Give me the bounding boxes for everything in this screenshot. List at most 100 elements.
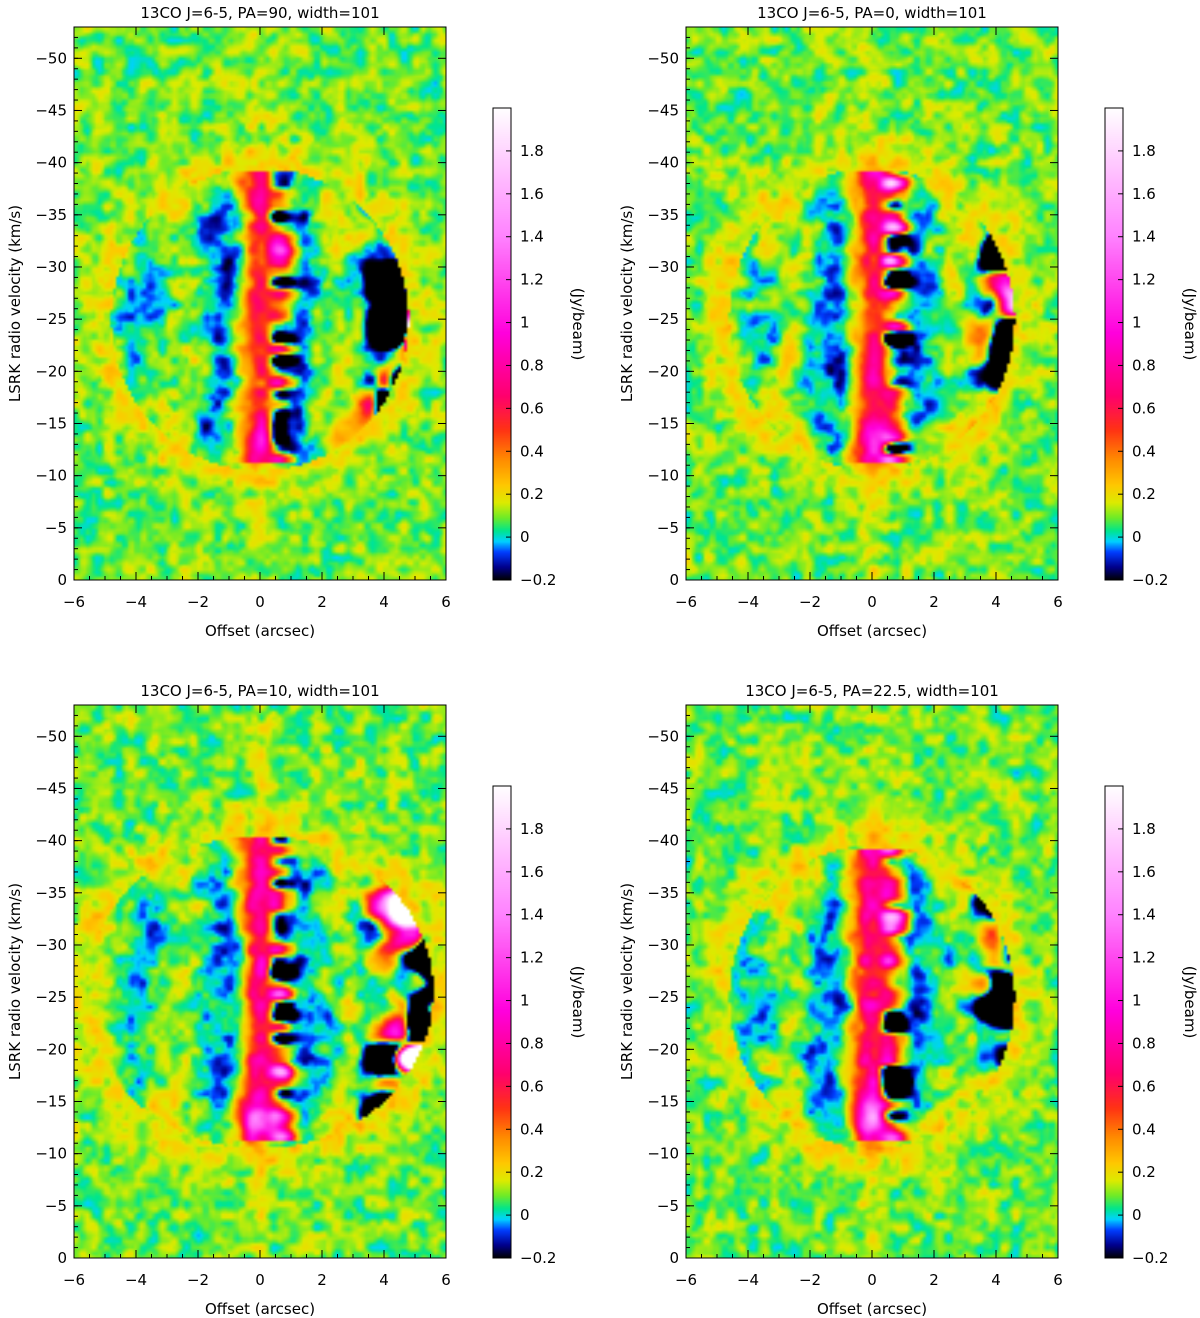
pv-heatmap bbox=[686, 27, 1058, 580]
x-tick-label: −2 bbox=[187, 593, 209, 611]
colorbar-tick-label: 0.8 bbox=[1132, 1034, 1156, 1052]
colorbar-tick-label: 1.4 bbox=[1132, 906, 1156, 924]
colorbar-tick-label: 1 bbox=[520, 314, 530, 332]
y-tick-label: −40 bbox=[647, 832, 679, 850]
x-tick-label: 6 bbox=[1053, 593, 1063, 611]
y-tick-label: −45 bbox=[35, 779, 67, 797]
panel-title: 13CO J=6-5, PA=22.5, width=101 bbox=[745, 682, 999, 700]
y-tick-label: −5 bbox=[45, 519, 67, 537]
colorbar-tick-label: 1 bbox=[520, 992, 530, 1010]
x-axis-label: Offset (arcsec) bbox=[205, 622, 315, 640]
x-tick-label: −6 bbox=[675, 1271, 697, 1289]
y-tick-label: −50 bbox=[647, 727, 679, 745]
y-tick-label: 0 bbox=[57, 1249, 67, 1267]
y-tick-label: −40 bbox=[35, 832, 67, 850]
x-tick-label: 0 bbox=[867, 1271, 877, 1289]
y-tick-label: −5 bbox=[45, 1197, 67, 1215]
colorbar-tick-label: −0.2 bbox=[1132, 571, 1168, 589]
colorbar-tick-label: 0.2 bbox=[520, 485, 544, 503]
panel-title: 13CO J=6-5, PA=0, width=101 bbox=[757, 4, 987, 22]
colorbar-tick-label: 1.2 bbox=[520, 271, 544, 289]
y-tick-label: 0 bbox=[669, 1249, 679, 1267]
colorbar bbox=[493, 786, 511, 1258]
x-tick-label: 6 bbox=[441, 593, 451, 611]
y-tick-label: −20 bbox=[35, 1040, 67, 1058]
y-tick-label: −15 bbox=[35, 414, 67, 432]
x-tick-label: −4 bbox=[737, 593, 759, 611]
y-tick-label: 0 bbox=[669, 571, 679, 589]
colorbar-tick-label: 1.4 bbox=[1132, 228, 1156, 246]
x-tick-label: 0 bbox=[867, 593, 877, 611]
y-tick-label: −25 bbox=[35, 988, 67, 1006]
x-tick-label: 4 bbox=[379, 1271, 389, 1289]
x-tick-label: −6 bbox=[63, 593, 85, 611]
pv-panel-1: 13CO J=6-5, PA=0, width=101−6 −4 −2 0 2 4 60−5… bbox=[618, 4, 1199, 640]
colorbar-tick-label: −0.2 bbox=[520, 571, 556, 589]
y-axis-label: LSRK radio velocity (km/s) bbox=[6, 205, 24, 402]
y-tick-label: −30 bbox=[647, 258, 679, 276]
y-tick-label: −45 bbox=[647, 779, 679, 797]
colorbar bbox=[493, 108, 511, 580]
colorbar-tick-label: 0.6 bbox=[1132, 1077, 1156, 1095]
x-tick-label: 2 bbox=[317, 1271, 327, 1289]
colorbar-tick-label: 0 bbox=[1132, 528, 1142, 546]
colorbar-tick-label: −0.2 bbox=[520, 1249, 556, 1267]
colorbar-label: (Jy/beam) bbox=[1181, 966, 1199, 1039]
x-tick-label: −6 bbox=[675, 593, 697, 611]
colorbar-frame bbox=[492, 785, 512, 1259]
y-tick-label: −40 bbox=[35, 154, 67, 172]
pv-panel-2: 13CO J=6-5, PA=10, width=101−6 −4 −2 0 2 4 60−… bbox=[6, 682, 587, 1318]
y-tick-label: −30 bbox=[35, 936, 67, 954]
pv-panel-3: 13CO J=6-5, PA=22.5, width=101−6 −4 −2 0 2 4 6… bbox=[618, 682, 1199, 1318]
colorbar-tick-label: 0.2 bbox=[520, 1163, 544, 1181]
colorbar-tick-label: 0.4 bbox=[1132, 1120, 1156, 1138]
y-tick-label: −50 bbox=[35, 49, 67, 67]
panel-title: 13CO J=6-5, PA=90, width=101 bbox=[140, 4, 379, 22]
x-tick-label: 0 bbox=[255, 593, 265, 611]
colorbar-label: (Jy/beam) bbox=[1181, 288, 1199, 361]
y-tick-label: −10 bbox=[35, 467, 67, 485]
y-tick-label: −30 bbox=[35, 258, 67, 276]
colorbar-label: (Jy/beam) bbox=[569, 288, 587, 361]
x-tick-label: −2 bbox=[799, 1271, 821, 1289]
y-axis-label: LSRK radio velocity (km/s) bbox=[618, 205, 636, 402]
y-tick-label: −45 bbox=[35, 101, 67, 119]
y-axis-label: LSRK radio velocity (km/s) bbox=[618, 883, 636, 1080]
y-tick-label: −5 bbox=[657, 1197, 679, 1215]
y-tick-label: −35 bbox=[647, 884, 679, 902]
colorbar-tick-label: 0.6 bbox=[1132, 399, 1156, 417]
colorbar-label: (Jy/beam) bbox=[569, 966, 587, 1039]
pv-heatmap bbox=[74, 27, 446, 580]
y-tick-label: −20 bbox=[35, 362, 67, 380]
y-tick-label: −20 bbox=[647, 1040, 679, 1058]
colorbar-tick-label: 0 bbox=[520, 528, 530, 546]
y-tick-label: −25 bbox=[647, 310, 679, 328]
y-tick-label: −40 bbox=[647, 154, 679, 172]
y-tick-label: −25 bbox=[35, 310, 67, 328]
y-tick-label: −15 bbox=[647, 414, 679, 432]
y-tick-label: −45 bbox=[647, 101, 679, 119]
colorbar-tick-label: 0.4 bbox=[1132, 442, 1156, 460]
colorbar-tick-label: 0.8 bbox=[520, 356, 544, 374]
x-axis-label: Offset (arcsec) bbox=[205, 1300, 315, 1318]
colorbar-tick-label: 0 bbox=[1132, 1206, 1142, 1224]
colorbar-tick-label: 1.6 bbox=[1132, 863, 1156, 881]
pv-panel-0: 13CO J=6-5, PA=90, width=101−6 −4 −2 0 2 4 60−… bbox=[6, 4, 587, 640]
colorbar-tick-label: 0.4 bbox=[520, 1120, 544, 1138]
y-tick-label: −50 bbox=[35, 727, 67, 745]
colorbar-tick-label: 1 bbox=[1132, 992, 1142, 1010]
colorbar-tick-label: 0.6 bbox=[520, 399, 544, 417]
x-tick-label: 6 bbox=[441, 1271, 451, 1289]
y-tick-label: −15 bbox=[647, 1092, 679, 1110]
x-tick-label: −4 bbox=[737, 1271, 759, 1289]
colorbar-tick-label: 0 bbox=[520, 1206, 530, 1224]
colorbar-tick-label: 0.6 bbox=[520, 1077, 544, 1095]
x-tick-label: −2 bbox=[187, 1271, 209, 1289]
x-tick-label: 2 bbox=[929, 1271, 939, 1289]
y-tick-label: −20 bbox=[647, 362, 679, 380]
y-tick-label: −35 bbox=[35, 206, 67, 224]
colorbar-tick-label: 0.8 bbox=[520, 1034, 544, 1052]
colorbar-frame bbox=[1104, 785, 1124, 1259]
colorbar-tick-label: 1.6 bbox=[520, 185, 544, 203]
